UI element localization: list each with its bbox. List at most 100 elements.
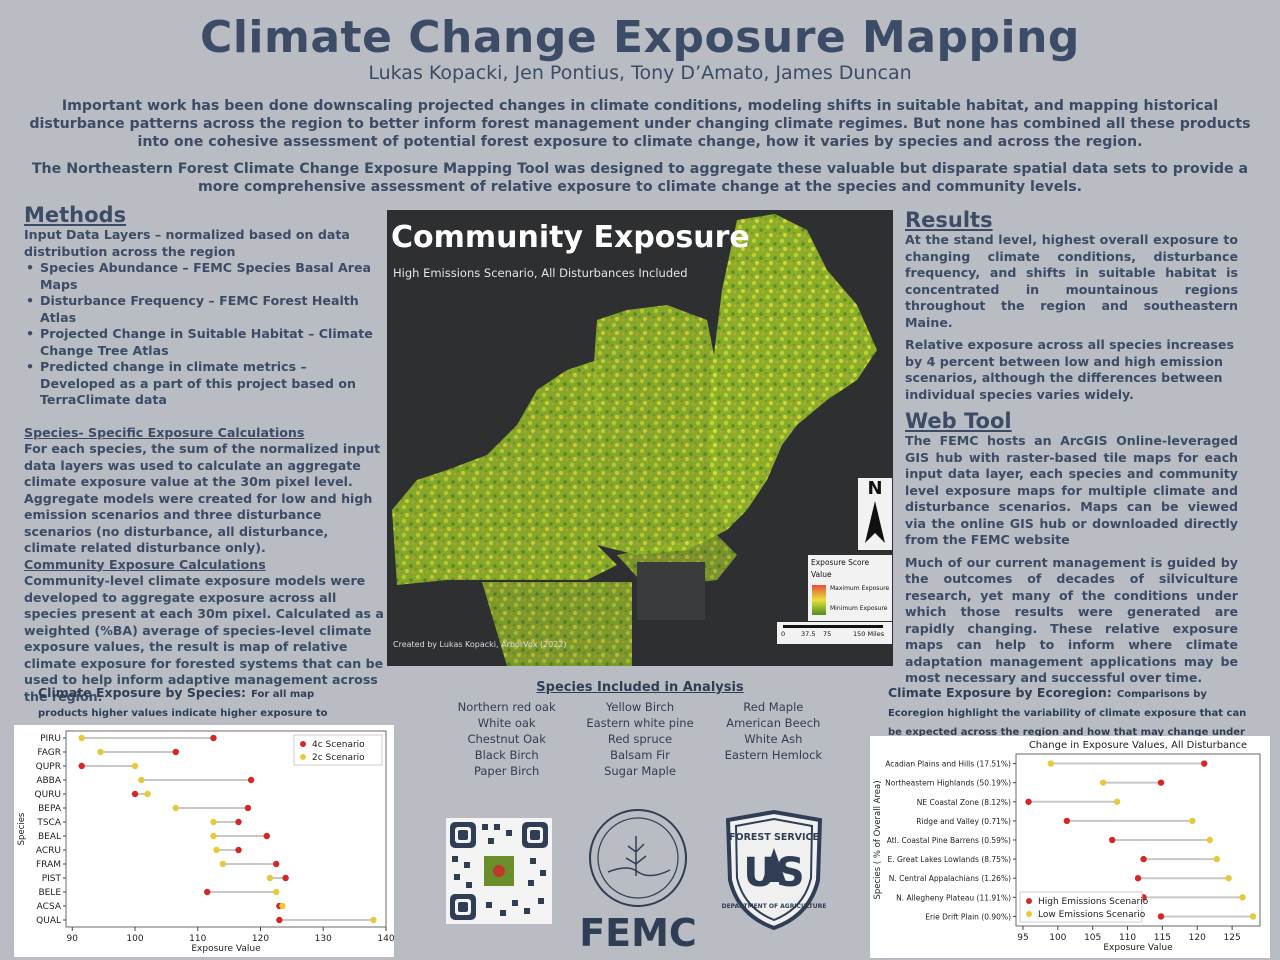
nh-vt-region: [592, 305, 727, 555]
species-item: Sugar Maple: [604, 764, 676, 778]
y-tick-label: Atl. Coastal Pine Barrens (0.59%): [887, 836, 1011, 845]
web-tool-paragraph: The FEMC hosts an ArcGIS Online-leverage…: [905, 433, 1238, 547]
chart-title: Change in Exposure Values, All Disturban…: [1029, 740, 1247, 751]
scale-label: 37.5: [801, 630, 816, 638]
data-point: [244, 804, 252, 812]
results-paragraph-2: Relative exposure across all species inc…: [905, 337, 1234, 402]
y-tick-label: Northeastern Highlands (50.19%): [885, 779, 1011, 788]
data-point: [1239, 894, 1246, 901]
north-arrow: N: [858, 478, 892, 550]
species-exposure-chart: 90 100 110 120 130 140 Exposure Value Species PI…: [14, 725, 394, 957]
y-tick-label: QUAL: [36, 916, 61, 926]
methods-bullet: Projected Change in Suitable Habitat – C…: [24, 326, 384, 359]
data-point: [1099, 779, 1107, 786]
data-point: [219, 860, 227, 868]
legend-min: Minimum Exposure: [830, 605, 888, 612]
x-tick-label: 90: [67, 934, 79, 944]
y-tick-label: NE Coastal Zone (8.12%): [917, 798, 1011, 807]
species-item: Black Birch: [474, 748, 539, 762]
data-point: [97, 748, 104, 756]
y-tick-label: ACSA: [37, 902, 62, 912]
y-tick-label: ACRU: [36, 846, 61, 856]
species-item: White oak: [477, 716, 536, 730]
results-section: Results At the stand level, highest over…: [905, 208, 1238, 687]
y-tick-label: PIRU: [40, 734, 61, 744]
legend-gradient: [812, 585, 826, 615]
species-item: Chestnut Oak: [467, 732, 546, 746]
x-axis-label: Exposure Value: [1103, 943, 1173, 953]
qr-code-icon[interactable]: [446, 818, 552, 924]
species-item: Balsam Fir: [610, 748, 670, 762]
legend-label: High Emissions Scenario: [1038, 897, 1149, 907]
methods-input-intro: Input Data Layers – normalized based on …: [24, 227, 350, 259]
data-point: [1157, 779, 1165, 786]
data-point: [276, 916, 283, 924]
x-tick-label: 130: [315, 934, 332, 944]
ecoregion-exposure-chart: Change in Exposure Values, All Disturban…: [870, 736, 1270, 958]
scale-label: 150 Miles: [853, 630, 885, 638]
ecoregion-card-title: Climate Exposure by Ecoregion:: [888, 685, 1112, 700]
y-tick-label: ABBA: [36, 776, 62, 786]
y-tick-label: PIST: [42, 874, 62, 884]
species-calc-text: For each species, the sum of the normali…: [24, 441, 381, 555]
femc-logo: FEMC: [579, 809, 697, 952]
legend-box: [1019, 891, 1143, 923]
y-tick-label: QURU: [34, 790, 61, 800]
data-point: [279, 902, 286, 910]
x-tick-label: 110: [189, 934, 206, 944]
data-point: [235, 818, 242, 826]
x-tick-label: 120: [1189, 933, 1206, 943]
data-point: [282, 874, 289, 882]
legend-marker: [300, 754, 306, 760]
data-point: [272, 888, 280, 896]
species-item: White Ash: [744, 732, 803, 746]
species-item: Northern red oak: [457, 700, 556, 714]
species-item: Eastern white pine: [586, 716, 694, 730]
species-card-title: Climate Exposure by Species:: [38, 685, 246, 700]
species-item: [707, 763, 840, 779]
data-point: [1249, 913, 1257, 920]
data-point: [1213, 855, 1220, 863]
x-tick-label: 100: [126, 934, 143, 944]
y-axis-label: Species ( % of Overall Area): [873, 780, 883, 899]
intro-paragraph-2: The Northeastern Forest Climate Change E…: [31, 161, 1249, 195]
data-point: [203, 888, 211, 896]
x-tick-label: 120: [252, 934, 269, 944]
unmapped-region: [637, 562, 705, 620]
data-point: [1113, 798, 1121, 805]
data-point: [1025, 798, 1032, 805]
methods-bullet: Predicted change in climate metrics – De…: [24, 359, 384, 409]
species-grid: Northern red oak Yellow Birch Red Maple Whi…: [440, 699, 840, 779]
y-tick-label: FAGR: [37, 748, 61, 758]
y-tick-label: N. Central Appalachians (1.26%): [889, 874, 1011, 883]
x-tick-label: 110: [1119, 933, 1136, 943]
data-point: [138, 776, 145, 784]
ny-region: [392, 360, 617, 585]
data-point: [1109, 836, 1116, 844]
data-point: [1140, 855, 1147, 863]
legend-label: Low Emissions Scenario: [1038, 910, 1146, 920]
map-credit: Created by Lukas Kopacki, ArborVox (2022…: [393, 640, 567, 649]
x-tick-label: 95: [1017, 933, 1028, 943]
y-axis-label: Species: [17, 812, 27, 845]
community-calc-text: Community-level climate exposure models …: [24, 573, 384, 704]
species-item: Yellow Birch: [605, 700, 675, 714]
north-arrow-icon: [865, 501, 885, 543]
x-tick-label: 115: [1154, 933, 1171, 943]
legend-marker: [300, 741, 306, 747]
species-item: Eastern Hemlock: [724, 748, 823, 762]
data-point: [1189, 817, 1196, 825]
y-tick-label: Erie Drift Plain (0.90%): [925, 912, 1011, 921]
data-point: [272, 860, 280, 868]
y-tick-label: BELE: [38, 888, 61, 898]
methods-bullets: Species Abundance – FEMC Species Basal A…: [24, 260, 384, 409]
y-tick-label: N. Allegheny Plateau (11.91%): [896, 893, 1011, 902]
data-point: [131, 790, 139, 798]
x-tick-label: 140: [377, 934, 394, 944]
web-tool-heading: Web Tool: [905, 409, 1012, 433]
methods-bullet: Species Abundance – FEMC Species Basal A…: [24, 260, 384, 293]
data-point: [172, 748, 180, 756]
y-tick-label: E. Great Lakes Lowlands (8.75%): [888, 855, 1012, 864]
legend-label: 4c Scenario: [312, 740, 365, 750]
plot-frame: [65, 730, 387, 928]
